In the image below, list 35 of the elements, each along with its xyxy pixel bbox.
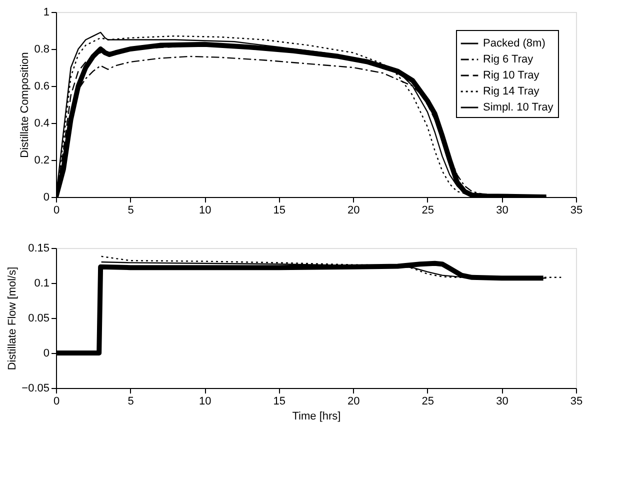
legend-label: Rig 14 Tray xyxy=(483,86,540,98)
x-tick-label: 0 xyxy=(53,204,60,216)
x-tick-label: 20 xyxy=(348,396,360,408)
y-tick-label: 0.05 xyxy=(28,312,50,324)
legend-label: Packed (8m) xyxy=(483,38,546,50)
x-tick-label: 25 xyxy=(422,396,434,408)
x-tick-label: 35 xyxy=(570,204,583,216)
legend-label: Rig 10 Tray xyxy=(483,70,540,82)
y-tick-label: 0.15 xyxy=(28,242,50,254)
y-tick-label: 0 xyxy=(43,192,50,204)
x-tick-label: 35 xyxy=(570,396,583,408)
x-tick-label: 25 xyxy=(422,204,434,216)
y-tick-label: 0.1 xyxy=(34,278,50,290)
y-tick-label: −0.05 xyxy=(22,382,50,394)
legend-label: Rig 6 Tray xyxy=(483,54,534,66)
y-tick-label: 0.4 xyxy=(34,118,50,130)
x-tick-label: 10 xyxy=(198,204,212,216)
y-tick-label: 0.6 xyxy=(34,80,50,92)
x-tick-label: 5 xyxy=(128,396,134,408)
y-tick-label: 0.8 xyxy=(34,44,50,56)
x-tick-label: 15 xyxy=(273,396,286,408)
x-tick-label: 10 xyxy=(198,396,212,408)
y-tick-label: 1 xyxy=(43,6,50,18)
x-tick-label: 20 xyxy=(348,204,360,216)
x-tick-label: 30 xyxy=(496,204,508,216)
y-axis-title: Distillate Composition xyxy=(19,52,32,158)
y-axis-title: Distillate Flow [mol/s] xyxy=(6,266,19,370)
x-tick-label: 5 xyxy=(128,204,134,216)
legend-label: Simpl. 10 Tray xyxy=(483,102,554,114)
x-tick-label: 15 xyxy=(273,204,286,216)
x-tick-label: 30 xyxy=(496,396,508,408)
x-tick-label: 0 xyxy=(53,396,60,408)
y-tick-label: 0.2 xyxy=(34,154,50,166)
x-axis-title: Time [hrs] xyxy=(292,410,341,422)
y-tick-label: 0 xyxy=(43,348,50,360)
